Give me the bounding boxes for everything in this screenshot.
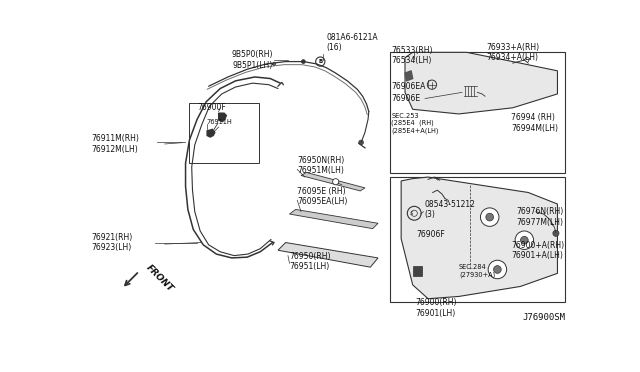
Circle shape: [493, 266, 501, 273]
Text: 76911M(RH)
76912M(LH): 76911M(RH) 76912M(LH): [91, 134, 139, 154]
Text: 76933+A(RH)
76934+A(LH): 76933+A(RH) 76934+A(LH): [486, 43, 539, 62]
Text: SEC.253
(285E4  (RH)
(285E4+A(LH): SEC.253 (285E4 (RH) (285E4+A(LH): [391, 113, 438, 134]
Text: S: S: [410, 211, 413, 216]
Circle shape: [520, 236, 528, 244]
Circle shape: [301, 60, 305, 64]
Text: B: B: [318, 59, 323, 64]
Polygon shape: [401, 177, 557, 299]
Text: 76900F: 76900F: [197, 103, 226, 112]
Text: 76976N(RH)
76977M(LH): 76976N(RH) 76977M(LH): [516, 208, 564, 227]
Circle shape: [515, 231, 534, 250]
Text: 76906EA: 76906EA: [391, 82, 426, 91]
Text: 76906F: 76906F: [417, 230, 445, 239]
Text: 76900+A(RH)
76901+A(LH): 76900+A(RH) 76901+A(LH): [511, 241, 564, 260]
Text: J76900SM: J76900SM: [522, 313, 565, 322]
Text: 76921(RH)
76923(LH): 76921(RH) 76923(LH): [91, 233, 132, 252]
Circle shape: [486, 213, 493, 221]
Bar: [413, 266, 422, 276]
Polygon shape: [219, 113, 227, 122]
Text: 76095E (RH)
76095EA(LH): 76095E (RH) 76095EA(LH): [297, 187, 348, 206]
Polygon shape: [301, 173, 365, 191]
Bar: [189, 103, 259, 163]
Text: 76900(RH)
76901(LH): 76900(RH) 76901(LH): [415, 298, 456, 318]
Text: 081A6-6121A
(16): 081A6-6121A (16): [326, 33, 378, 52]
Text: 76994 (RH)
76994M(LH): 76994 (RH) 76994M(LH): [511, 113, 558, 133]
Text: 08543-51212
(3): 08543-51212 (3): [424, 200, 475, 219]
Circle shape: [481, 208, 499, 226]
Text: 76911H: 76911H: [206, 119, 232, 125]
Bar: [390, 52, 565, 173]
Polygon shape: [405, 71, 413, 81]
Circle shape: [488, 260, 507, 279]
Text: FRONT: FRONT: [145, 263, 175, 294]
Text: SEC.284
(27930+A): SEC.284 (27930+A): [459, 264, 495, 278]
Text: 9B5P0(RH)
9B5P1(LH): 9B5P0(RH) 9B5P1(LH): [231, 50, 273, 70]
Text: 76533(RH)
76534(LH): 76533(RH) 76534(LH): [391, 46, 433, 65]
Bar: [390, 177, 565, 302]
Polygon shape: [278, 243, 378, 267]
Text: 76950(RH)
76951(LH): 76950(RH) 76951(LH): [289, 252, 331, 272]
Text: 76950N(RH)
76951M(LH): 76950N(RH) 76951M(LH): [297, 156, 344, 175]
Polygon shape: [289, 209, 378, 229]
Circle shape: [553, 230, 559, 236]
Polygon shape: [405, 52, 557, 114]
Circle shape: [333, 179, 339, 185]
Text: 76906E: 76906E: [391, 94, 420, 103]
Circle shape: [359, 140, 364, 145]
Polygon shape: [207, 129, 215, 137]
